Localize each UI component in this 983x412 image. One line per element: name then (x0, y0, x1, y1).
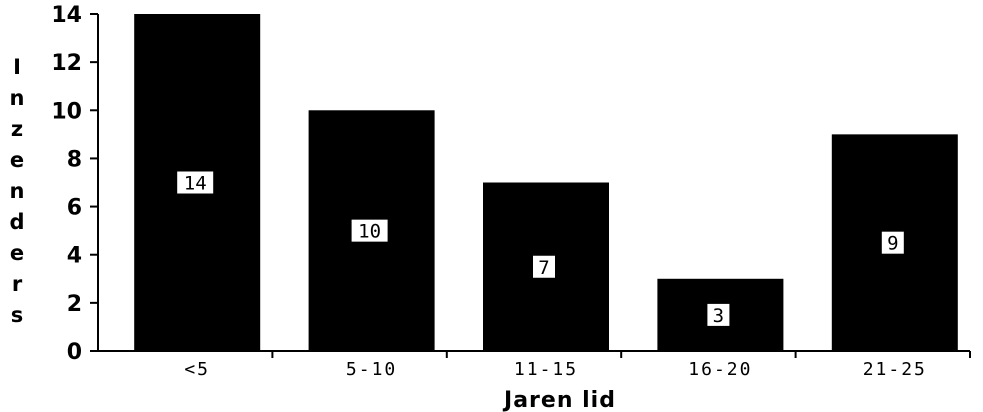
data-label-box (707, 303, 730, 326)
y-axis-title-letter: d (9, 210, 25, 234)
x-ticks-group: <5 5-10 11-15 16-20 21-25 (184, 351, 971, 380)
y-axis-title-letter: I (13, 55, 21, 79)
data-label: 7 (538, 257, 549, 279)
axes-group (97, 14, 970, 352)
y-tick-label: 2 (67, 292, 82, 317)
y-ticks-group: 0 2 4 6 8 10 12 14 (51, 3, 98, 365)
y-tick-label: 6 (67, 196, 82, 221)
y-tick-label: 0 (67, 340, 82, 365)
y-axis-title-letter: e (9, 148, 25, 172)
x-tick-label: <5 (184, 359, 210, 380)
y-tick-label: 10 (51, 99, 82, 124)
data-label: 9 (887, 233, 898, 255)
data-label-box (881, 231, 904, 254)
y-axis-title-letter: z (10, 117, 24, 141)
data-label: 10 (358, 221, 381, 243)
y-axis-title-letter: r (11, 272, 23, 296)
x-tick-label: 11-15 (514, 359, 578, 380)
y-axis-title-letter: n (9, 179, 25, 203)
y-tick-label: 14 (51, 3, 82, 28)
x-axis-title: Jaren lid (502, 388, 616, 412)
x-tick-label: 5-10 (346, 359, 397, 380)
data-label: 3 (713, 305, 724, 327)
data-label-box (177, 171, 214, 194)
y-tick-label: 8 (67, 147, 82, 172)
data-label: 14 (184, 173, 207, 195)
data-label-box (533, 255, 555, 278)
y-axis-title-letter: s (10, 303, 24, 327)
y-tick-label: 4 (67, 244, 82, 269)
x-tick-label: 16-20 (688, 359, 752, 380)
x-tick-label: 21-25 (863, 359, 927, 380)
bars-group: 14 10 7 3 9 (134, 14, 958, 352)
data-label-box (351, 219, 388, 242)
y-axis-title-letter: n (9, 86, 25, 110)
y-tick-label: 12 (51, 51, 82, 76)
y-axis-title-letter: e (9, 241, 25, 265)
